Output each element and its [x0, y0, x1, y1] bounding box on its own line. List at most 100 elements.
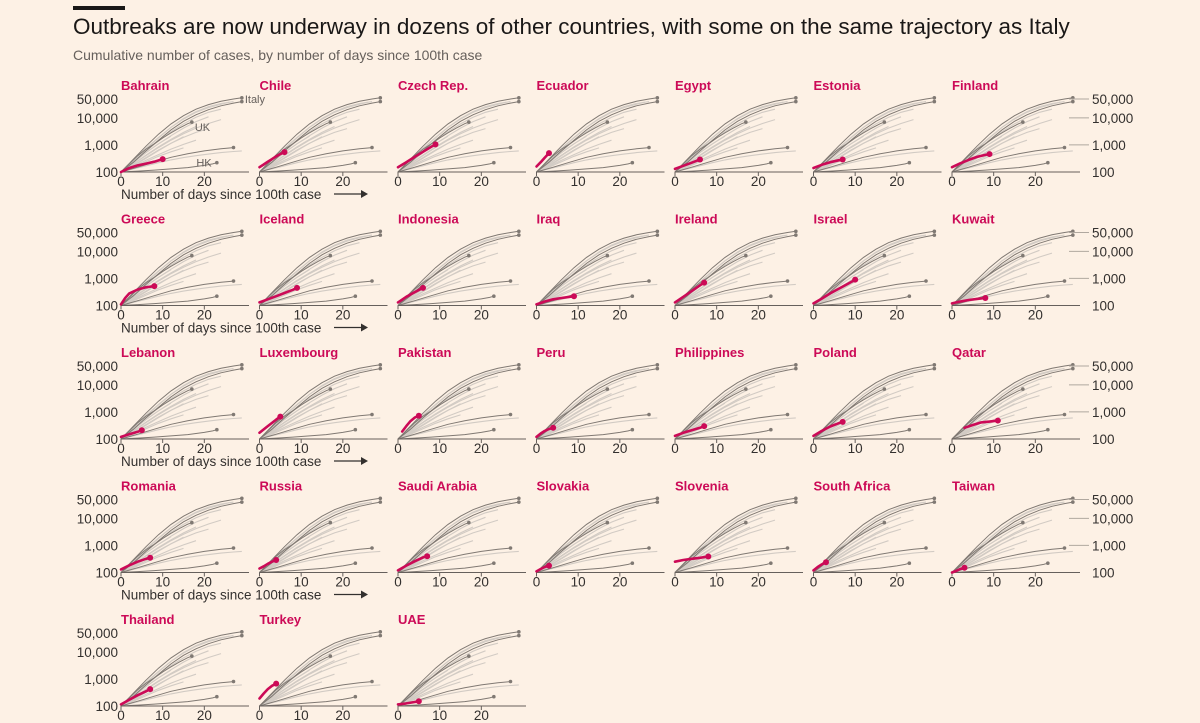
- x-tick-label: 0: [948, 174, 956, 189]
- x-tick-label: 0: [948, 308, 956, 323]
- background-country-line: [813, 280, 877, 307]
- country-line: [673, 281, 706, 304]
- reference-end-point: [508, 145, 513, 150]
- reference-country-line: [259, 429, 356, 440]
- country-end-point: [420, 284, 426, 291]
- reference-end-point: [240, 496, 244, 501]
- x-tick-label: 20: [751, 575, 766, 590]
- reference-end-point: [907, 427, 912, 432]
- reference-country-line: [397, 230, 519, 306]
- background-country-line: [397, 417, 519, 440]
- reference-end-point: [517, 363, 521, 367]
- reference-country-line: [536, 547, 650, 573]
- background-country-line: [397, 547, 461, 574]
- reference-country-line: [259, 368, 381, 440]
- reference-country-line: [120, 97, 242, 173]
- background-country-line: [536, 519, 637, 573]
- reference-country-line: [259, 234, 381, 306]
- x-tick-label: 10: [155, 441, 170, 456]
- background-country-line: [259, 119, 360, 173]
- reference-end-point: [605, 253, 610, 258]
- x-tick-label: 20: [197, 174, 212, 189]
- reference-country-line: [120, 655, 192, 707]
- y-tick-label: 10,000: [77, 645, 118, 660]
- background-country-line: [813, 386, 914, 440]
- background-country-line: [397, 150, 519, 173]
- reference-end-point: [924, 412, 928, 417]
- reference-country-line: [813, 547, 927, 573]
- panel-title: Czech Rep.: [398, 78, 468, 93]
- reference-end-point: [467, 654, 471, 658]
- country-end-point: [697, 156, 703, 163]
- reference-country-line: [951, 547, 1065, 573]
- reference-country-line: [259, 162, 356, 173]
- background-country-line: [397, 540, 474, 574]
- panel-title: Ireland: [675, 212, 718, 227]
- y-tick-label: 10,000: [77, 244, 118, 259]
- background-country-line: [259, 681, 323, 707]
- x-tick-label: 0: [394, 441, 402, 456]
- reference-end-point: [215, 694, 219, 699]
- reference-end-point: [508, 412, 513, 417]
- country-end-point: [839, 156, 846, 163]
- reference-country-line: [536, 414, 650, 440]
- background-country-line: [120, 681, 184, 707]
- reference-end-point: [1071, 233, 1075, 237]
- background-country-line: [674, 139, 751, 173]
- reference-end-point: [924, 145, 928, 150]
- panel-title: Peru: [537, 345, 566, 360]
- x-tick-label: 10: [571, 308, 586, 323]
- x-tick-label: 20: [197, 708, 212, 723]
- x-tick-label: 0: [671, 174, 679, 189]
- reference-end-point: [655, 496, 660, 501]
- reference-end-point: [924, 279, 928, 283]
- reference-country-line: [813, 162, 910, 173]
- reference-end-point: [1046, 561, 1050, 566]
- reference-end-point: [1062, 546, 1067, 550]
- reference-end-point: [467, 387, 471, 391]
- background-country-line: [674, 547, 738, 574]
- x-tick-label: 20: [197, 308, 212, 323]
- reference-end-point: [932, 233, 937, 237]
- y-tick-label: 100: [95, 165, 118, 180]
- reference-end-point: [240, 229, 244, 234]
- reference-end-point: [932, 96, 937, 100]
- x-tick-label: 20: [612, 575, 627, 590]
- background-country-line: [120, 283, 242, 307]
- reference-end-point: [492, 561, 496, 566]
- background-country-line: [397, 406, 474, 440]
- reference-end-point: [353, 427, 358, 432]
- country-end-point: [432, 141, 439, 148]
- x-axis-label: Number of days since 100th case: [121, 454, 321, 469]
- reference-label-italy: Italy: [245, 94, 266, 106]
- background-country-line: [536, 414, 600, 440]
- reference-end-point: [467, 120, 471, 124]
- y-tick-label: 1,000: [84, 271, 118, 286]
- x-tick-label: 20: [889, 441, 904, 456]
- reference-country-line: [951, 147, 1065, 173]
- panel-title: Lebanon: [121, 345, 175, 360]
- reference-end-point: [467, 520, 471, 525]
- reference-end-point: [630, 561, 635, 566]
- reference-country-line: [259, 547, 373, 573]
- y-tick-label: 1,000: [84, 405, 118, 420]
- reference-end-point: [240, 233, 244, 237]
- reference-end-point: [492, 294, 496, 299]
- arrow-right-icon: [361, 190, 368, 198]
- reference-country-line: [259, 631, 381, 707]
- reference-end-point: [517, 496, 521, 501]
- reference-end-point: [231, 679, 236, 684]
- reference-end-point: [370, 679, 374, 684]
- reference-end-point: [1062, 145, 1067, 150]
- reference-country-line: [259, 388, 331, 440]
- x-tick-label: 10: [294, 308, 309, 323]
- reference-end-point: [353, 294, 358, 299]
- background-country-line: [951, 147, 1015, 173]
- reference-country-line: [120, 295, 217, 306]
- reference-end-point: [769, 160, 773, 165]
- y-tick-label: 50,000: [77, 492, 118, 507]
- brand-bar: [73, 6, 125, 10]
- x-axis-label: Number of days since 100th case: [121, 588, 321, 603]
- x-tick-label: 0: [671, 308, 679, 323]
- reference-end-point: [517, 229, 521, 234]
